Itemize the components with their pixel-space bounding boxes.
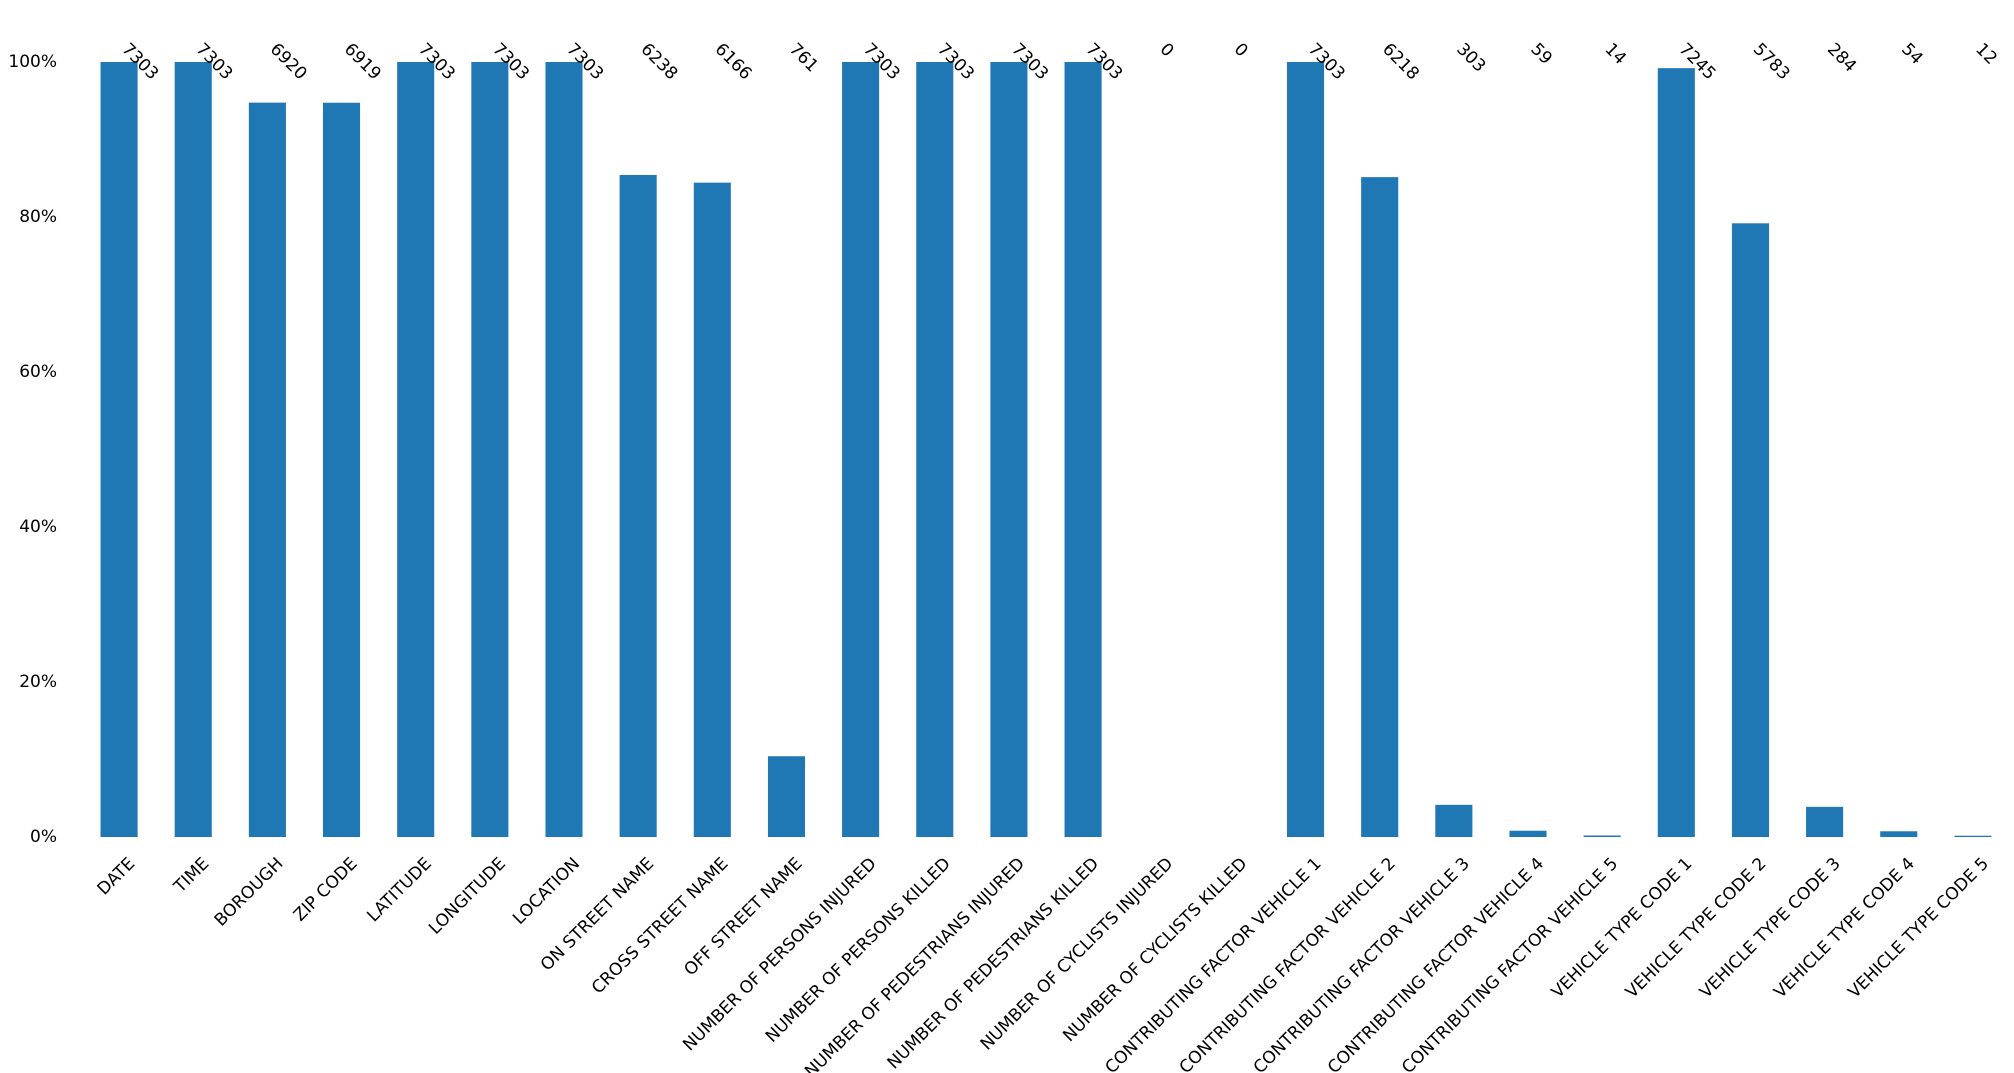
bar (619, 175, 657, 837)
count-label: 6920 (266, 39, 311, 84)
bar (1954, 835, 1992, 837)
bars (100, 62, 1992, 838)
y-tick-label: 0% (30, 827, 57, 847)
y-tick-label: 40% (19, 517, 57, 537)
bar (1361, 177, 1399, 837)
y-tick-label: 20% (19, 672, 57, 692)
category-label: LOCATION (509, 854, 584, 929)
category-label: VEHICLE TYPE CODE 2 (1622, 854, 1771, 1003)
bar (100, 62, 138, 837)
count-label: 6238 (637, 39, 682, 84)
bar (1583, 835, 1621, 837)
count-label: 54 (1897, 39, 1926, 68)
bar (767, 756, 805, 837)
category-label: ZIP CODE (290, 854, 362, 926)
count-label: 0 (1156, 39, 1178, 61)
bar (323, 102, 361, 838)
y-axis: 0% 20% 40% 60% 80% 100% (8, 52, 57, 847)
bar (842, 62, 880, 837)
category-label: VEHICLE TYPE CODE 5 (1844, 854, 1993, 1003)
bar (248, 102, 286, 837)
bar (174, 62, 212, 837)
count-label: 12 (1971, 39, 2000, 68)
category-label: BOROUGH (211, 854, 288, 931)
count-label: 6919 (340, 39, 385, 84)
count-label: 14 (1601, 39, 1630, 68)
bar (1731, 223, 1769, 837)
category-label: VEHICLE TYPE CODE 3 (1696, 854, 1845, 1003)
bar (1657, 68, 1695, 837)
category-label: VEHICLE TYPE CODE 1 (1548, 854, 1697, 1003)
category-label: TIME (170, 854, 214, 898)
count-label: 59 (1526, 39, 1555, 68)
count-label: 5783 (1749, 39, 1794, 84)
bar (471, 62, 509, 837)
bar (1435, 804, 1473, 837)
bar (545, 62, 583, 837)
bar (1287, 62, 1325, 837)
category-label: LATITUDE (363, 854, 435, 926)
y-tick-label: 100% (8, 52, 57, 72)
bar (693, 182, 731, 838)
count-label: 0 (1230, 39, 1252, 61)
count-label: 303 (1452, 39, 1489, 76)
y-tick-label: 60% (19, 362, 57, 382)
count-label: 6166 (711, 39, 756, 84)
bar (1806, 806, 1844, 837)
bar (397, 62, 435, 837)
y-tick-label: 80% (19, 207, 57, 227)
bar (1064, 62, 1102, 837)
bar (1509, 830, 1547, 837)
bar (990, 62, 1028, 837)
bar (1880, 831, 1918, 837)
category-label: DATE (94, 854, 139, 899)
count-label: 6218 (1378, 39, 1423, 84)
count-label: 284 (1823, 39, 1860, 76)
bar (916, 62, 954, 837)
category-label: LONGITUDE (425, 854, 510, 939)
category-label: CROSS STREET NAME (588, 854, 732, 998)
count-label: 761 (785, 39, 822, 76)
category-label: VEHICLE TYPE CODE 4 (1770, 854, 1919, 1003)
